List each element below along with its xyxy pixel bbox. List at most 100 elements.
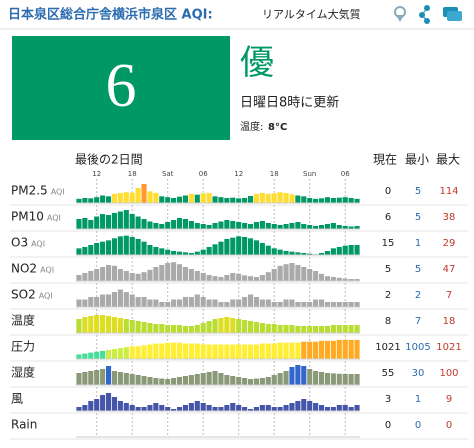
bar bbox=[105, 265, 112, 281]
bar bbox=[289, 251, 295, 255]
bar bbox=[307, 302, 313, 307]
bar bbox=[265, 377, 271, 385]
bar bbox=[224, 275, 230, 281]
bar bbox=[342, 245, 348, 255]
bar bbox=[259, 299, 265, 307]
bar bbox=[76, 198, 82, 203]
bar bbox=[82, 317, 88, 333]
bar bbox=[342, 325, 348, 333]
bar bbox=[330, 407, 336, 411]
bar bbox=[182, 343, 189, 359]
bar bbox=[336, 339, 342, 359]
time-label: Sun bbox=[303, 170, 316, 178]
bar bbox=[318, 198, 325, 203]
bar bbox=[200, 344, 206, 359]
chat-icon[interactable] bbox=[443, 7, 462, 21]
bar bbox=[141, 345, 147, 359]
bar bbox=[271, 343, 277, 359]
bar bbox=[277, 265, 283, 281]
bar bbox=[206, 247, 212, 255]
bar bbox=[76, 248, 82, 255]
period-label: 最後の2日間 bbox=[75, 153, 143, 167]
row-unit: AQI bbox=[40, 266, 54, 275]
bar bbox=[188, 269, 194, 281]
bar bbox=[141, 272, 147, 281]
row-label: PM2.5 bbox=[11, 184, 48, 198]
bar bbox=[94, 269, 100, 281]
row-label: 温度 bbox=[11, 313, 35, 328]
bar bbox=[301, 196, 307, 203]
bar bbox=[76, 319, 82, 333]
bar bbox=[318, 326, 325, 333]
bar bbox=[117, 289, 123, 307]
bar bbox=[218, 277, 224, 281]
bar bbox=[236, 344, 242, 359]
bar bbox=[342, 405, 348, 411]
time-label: 12 bbox=[92, 170, 101, 178]
bar bbox=[236, 198, 242, 203]
bar bbox=[342, 278, 348, 281]
bar bbox=[265, 299, 271, 307]
bar bbox=[76, 373, 82, 385]
bar bbox=[165, 302, 171, 307]
bar bbox=[100, 395, 106, 411]
bar bbox=[176, 377, 183, 385]
bar bbox=[247, 379, 254, 385]
bar bbox=[159, 302, 165, 307]
bar bbox=[88, 198, 94, 203]
bar bbox=[247, 321, 254, 333]
time-label: 18 bbox=[270, 170, 279, 178]
bar bbox=[330, 325, 336, 333]
bar bbox=[212, 407, 218, 411]
bar bbox=[271, 193, 277, 203]
bar bbox=[330, 277, 336, 281]
bar bbox=[129, 320, 135, 333]
bar bbox=[224, 375, 230, 385]
bar bbox=[165, 342, 171, 359]
bar bbox=[117, 236, 123, 255]
bar bbox=[295, 252, 301, 255]
bar bbox=[253, 193, 260, 203]
bar bbox=[336, 325, 342, 333]
bar bbox=[188, 221, 194, 229]
bar bbox=[117, 211, 123, 229]
bar bbox=[242, 407, 248, 411]
bar bbox=[194, 325, 200, 333]
bar bbox=[171, 262, 177, 281]
bar bbox=[354, 226, 360, 229]
station-subtitle: リアルタイム大気質指 bbox=[262, 7, 372, 21]
bar bbox=[176, 325, 183, 333]
map-icon[interactable] bbox=[394, 6, 406, 22]
bar bbox=[100, 369, 106, 385]
bar bbox=[111, 317, 118, 333]
bar bbox=[111, 292, 118, 307]
bar bbox=[236, 273, 242, 281]
bar bbox=[88, 245, 94, 255]
bar bbox=[283, 299, 289, 307]
bar bbox=[94, 399, 100, 411]
bar bbox=[295, 326, 301, 333]
bar bbox=[348, 198, 354, 203]
bar bbox=[135, 297, 141, 307]
bar bbox=[111, 349, 118, 359]
bar bbox=[82, 198, 88, 203]
bar bbox=[206, 299, 212, 307]
row-label: NO2 bbox=[11, 262, 37, 276]
bar bbox=[324, 373, 331, 385]
bar bbox=[230, 318, 236, 333]
bar bbox=[188, 193, 194, 203]
bar bbox=[153, 343, 159, 359]
bar bbox=[313, 226, 319, 229]
bar bbox=[141, 219, 147, 229]
bar bbox=[141, 407, 147, 411]
bar bbox=[307, 269, 313, 281]
now-value: 0 bbox=[385, 420, 391, 431]
bar bbox=[171, 342, 177, 359]
bar bbox=[283, 193, 289, 203]
min-value: 5 bbox=[415, 186, 421, 197]
bar bbox=[123, 210, 129, 229]
share-icon[interactable] bbox=[419, 5, 430, 24]
bar bbox=[171, 409, 177, 411]
bar bbox=[336, 247, 342, 255]
bar bbox=[111, 265, 118, 281]
